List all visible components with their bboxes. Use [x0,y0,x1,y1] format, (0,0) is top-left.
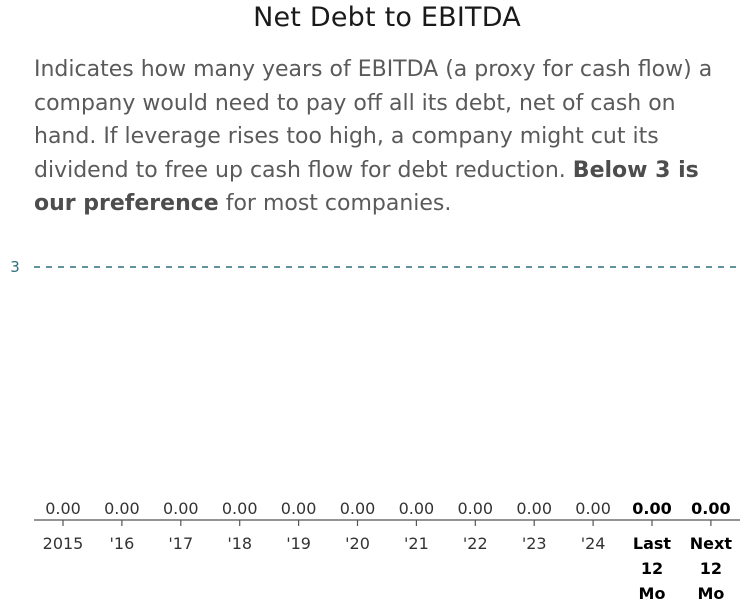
value-label: 0.00 [575,499,611,518]
x-tick-label: '22 [463,534,488,553]
value-label: 0.00 [104,499,140,518]
value-label: 0.00 [281,499,317,518]
description-text: Indicates how many years of EBITDA (a pr… [34,57,713,183]
value-label: 0.00 [163,499,199,518]
value-label: 0.00 [399,499,435,518]
chart-description: Indicates how many years of EBITDA (a pr… [34,53,734,221]
value-label: 0.00 [222,499,258,518]
reference-line-label: 3 [10,258,20,276]
x-tick-label: '24 [581,534,606,553]
x-tick-label: 2015 [43,534,84,553]
value-label: 0.00 [516,499,552,518]
value-label: 0.00 [632,499,671,518]
chart-title: Net Debt to EBITDA [253,2,521,33]
x-tick-label: '18 [227,534,252,553]
value-label: 0.00 [691,499,730,518]
x-tick-label: '16 [110,534,135,553]
x-tick-label: '19 [286,534,311,553]
reference-line-group: 3 [10,258,740,276]
value-labels: 0.00 0.00 0.00 0.00 0.00 0.00 0.00 0.00 0.00 0.00… [45,499,730,518]
description-emphasis: Below 3 is our preference [34,157,699,217]
x-tick-label: Last 12 Mo [633,534,672,603]
value-label: 0.00 [340,499,376,518]
description-tail: for most companies. [218,191,452,216]
x-tick-label: '17 [168,534,193,553]
value-label: 0.00 [45,499,81,518]
x-tick-label: '20 [345,534,370,553]
value-label: 0.00 [457,499,493,518]
x-tick-label: '23 [522,534,547,553]
x-tick-label: '21 [404,534,429,553]
x-axis [34,519,740,526]
x-tick-label: Next 12 Mo [690,534,733,603]
x-tick-labels: 2015 '16 '17 '18 '19 '20 '21 '22 '23 '24 Last 12 Mo N… [43,534,733,603]
